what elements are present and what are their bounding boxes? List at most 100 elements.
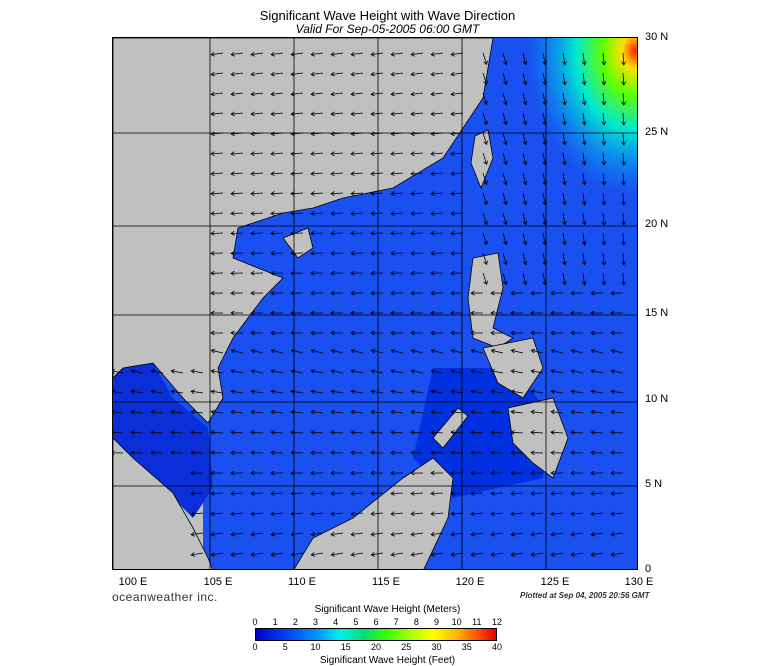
wave-arrow bbox=[290, 511, 304, 517]
wave-arrow bbox=[350, 450, 364, 456]
wave-arrow bbox=[390, 409, 404, 415]
wave-arrow bbox=[290, 211, 304, 216]
colorbar-feet-tick: 40 bbox=[491, 642, 502, 652]
wave-arrow bbox=[470, 409, 484, 415]
wave-arrow bbox=[562, 272, 567, 286]
wave-arrow bbox=[570, 369, 584, 374]
wave-arrow bbox=[210, 310, 223, 316]
wave-arrow bbox=[230, 470, 244, 476]
wave-arrow bbox=[330, 450, 344, 456]
wave-arrow bbox=[370, 71, 384, 77]
wave-arrow bbox=[570, 389, 584, 395]
wave-arrow bbox=[350, 430, 364, 435]
wave-arrow bbox=[450, 369, 464, 374]
wave-arrow bbox=[550, 552, 564, 557]
wave-arrow bbox=[430, 290, 444, 296]
wave-arrow bbox=[290, 470, 304, 476]
colorbar-feet-tick: 5 bbox=[282, 642, 288, 652]
wave-arrow bbox=[510, 450, 524, 456]
wave-arrow bbox=[430, 270, 444, 276]
wave-arrow bbox=[510, 389, 524, 395]
wave-arrow bbox=[410, 230, 424, 236]
wave-arrow bbox=[510, 430, 524, 435]
wave-arrow bbox=[250, 450, 264, 456]
wave-arrow bbox=[270, 470, 284, 476]
wave-arrow bbox=[470, 531, 484, 537]
wave-arrow bbox=[150, 450, 164, 456]
colorbar-meter-tick: 4 bbox=[333, 617, 339, 627]
wave-arrow bbox=[581, 72, 587, 86]
wave-arrow bbox=[530, 470, 544, 476]
wave-arrow bbox=[621, 212, 627, 226]
wave-arrow bbox=[601, 172, 607, 186]
wave-arrow bbox=[390, 348, 404, 354]
wave-arrow bbox=[230, 491, 244, 496]
wave-arrow bbox=[590, 531, 604, 537]
wave-arrow bbox=[270, 330, 284, 336]
wave-arrow bbox=[470, 470, 484, 476]
wave-arrow bbox=[581, 252, 587, 266]
wave-arrow bbox=[230, 230, 244, 236]
wave-arrow bbox=[190, 531, 204, 537]
wave-arrow bbox=[570, 348, 584, 354]
wave-arrow bbox=[310, 71, 324, 77]
wave-arrow bbox=[610, 450, 624, 456]
wave-arrow bbox=[350, 409, 364, 415]
colorbar bbox=[255, 628, 497, 641]
wave-arrow bbox=[502, 232, 508, 246]
lat-label-25n: 25 N bbox=[645, 126, 669, 138]
wave-arrow bbox=[510, 470, 524, 476]
wave-arrow bbox=[290, 171, 304, 177]
wave-arrow bbox=[410, 171, 424, 177]
wave-arrow bbox=[470, 389, 484, 395]
wave-arrow bbox=[502, 212, 508, 226]
wave-arrow bbox=[390, 211, 404, 216]
wave-arrow bbox=[350, 71, 364, 77]
wave-arrow bbox=[210, 491, 224, 496]
wave-arrow bbox=[330, 369, 344, 374]
wave-arrow bbox=[581, 92, 587, 106]
wave-arrow bbox=[210, 552, 224, 557]
wave-arrow bbox=[510, 348, 524, 354]
wave-arrow bbox=[310, 409, 324, 415]
wave-arrow bbox=[601, 272, 607, 286]
wave-arrow bbox=[370, 290, 384, 296]
wave-arrow bbox=[510, 531, 524, 537]
wave-arrow bbox=[410, 191, 424, 196]
wave-arrow bbox=[370, 369, 384, 374]
colorbar-feet-tick: 15 bbox=[340, 642, 351, 652]
wave-arrow bbox=[230, 450, 244, 456]
wave-arrow bbox=[502, 132, 508, 146]
wave-arrow bbox=[482, 272, 488, 286]
wave-arrow bbox=[390, 491, 404, 496]
wave-arrow bbox=[170, 389, 184, 395]
wave-arrow bbox=[430, 470, 444, 476]
wave-arrow bbox=[490, 310, 503, 316]
lon-label-110e: 110 E bbox=[288, 576, 316, 588]
wave-arrow bbox=[490, 290, 504, 296]
wave-arrow bbox=[430, 330, 444, 336]
wave-arrow bbox=[310, 211, 324, 216]
wave-arrow bbox=[490, 389, 504, 395]
wave-arrow bbox=[270, 250, 284, 256]
wave-arrow bbox=[113, 430, 124, 435]
wave-arrow bbox=[510, 330, 524, 336]
wave-arrow bbox=[430, 369, 444, 374]
wave-arrow bbox=[250, 531, 264, 537]
wave-arrow bbox=[470, 430, 484, 435]
lon-label-100e: 100 E bbox=[118, 576, 148, 588]
wave-arrow bbox=[250, 191, 264, 196]
wave-arrow bbox=[370, 211, 384, 216]
wave-arrow bbox=[130, 450, 144, 456]
wave-arrow bbox=[410, 151, 424, 157]
wave-arrow bbox=[350, 470, 364, 476]
wave-arrow bbox=[502, 272, 508, 286]
wave-arrow bbox=[330, 250, 344, 256]
land-mindanao bbox=[507, 397, 569, 479]
wave-arrow bbox=[530, 511, 544, 517]
wave-arrow bbox=[270, 430, 284, 435]
wave-arrow bbox=[430, 450, 444, 456]
wave-arrow bbox=[550, 470, 564, 476]
wave-arrow bbox=[621, 72, 627, 86]
colorbar-meter-tick: 10 bbox=[451, 617, 462, 627]
